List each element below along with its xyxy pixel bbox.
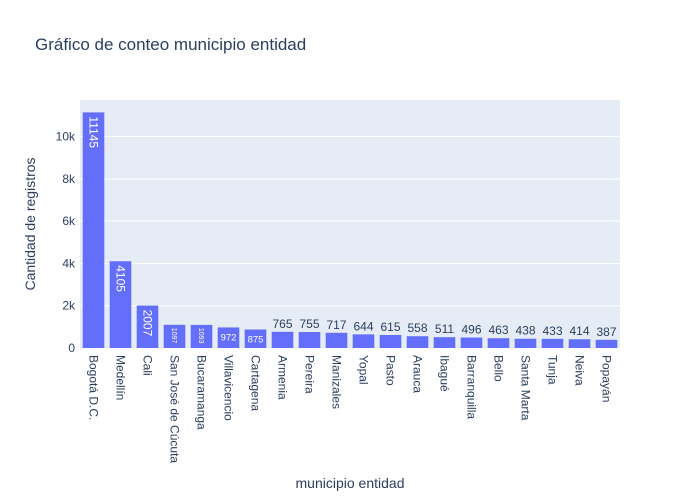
bar [406, 336, 429, 348]
bar-data-label: 511 [435, 322, 454, 336]
x-tick-label: Bogotá D.C. [87, 355, 101, 420]
bar [136, 305, 159, 348]
y-tick-label: 2k [62, 299, 76, 313]
x-tick-label: Medellín [114, 355, 128, 400]
bar [298, 332, 321, 348]
x-tick-label: Armenia [276, 355, 290, 400]
y-tick-label: 4k [62, 256, 76, 270]
bar-data-label: 1093 [197, 328, 204, 344]
x-tick-label: Pasto [384, 355, 398, 386]
bar-data-label: 496 [461, 323, 481, 337]
bar [82, 112, 105, 348]
bar-data-label: 615 [380, 320, 400, 334]
bar [352, 334, 375, 348]
bar-data-label: 755 [299, 317, 319, 331]
bar [514, 338, 537, 348]
bar-data-label: 1097 [170, 328, 177, 344]
bar-data-label: 11145 [87, 116, 101, 148]
bar-data-label: 2007 [141, 310, 155, 337]
x-tick-label: Pereira [303, 355, 317, 394]
x-tick-label: San José de Cúcuta [168, 355, 182, 463]
bar [487, 338, 510, 348]
x-tick-labels: Bogotá D.C. Medellín Cali San José de Cúcut… [87, 355, 614, 463]
y-tick-label: 10k [56, 130, 76, 144]
x-tick-label: Bucaramanga [195, 355, 209, 430]
bar-data-label: 438 [515, 324, 535, 338]
x-tick-label: Tunja [546, 355, 560, 385]
bar [271, 331, 294, 348]
bar [541, 338, 564, 348]
bar-data-label: 717 [326, 318, 346, 332]
bar [595, 339, 618, 348]
bar-data-label: 972 [221, 332, 237, 343]
bar-data-label: 765 [272, 317, 292, 331]
bar [433, 337, 456, 348]
x-tick-label: Villavicencio [222, 355, 236, 421]
x-tick-label: Manizales [330, 355, 344, 409]
x-tick-label: Neiva [573, 355, 587, 386]
x-tick-label: Ibagué [438, 355, 452, 392]
bar [460, 337, 483, 348]
x-tick-label: Barranquilla [465, 355, 479, 419]
bar-data-label: 463 [488, 323, 508, 337]
y-tick-label: 6k [62, 214, 76, 228]
bar-data-label: 875 [248, 335, 264, 346]
bar-labels: 11145 4105 2007 1097 1093 972 875 765 755 717 644 6… [87, 116, 617, 345]
bar-data-label: 414 [569, 324, 589, 338]
bar-data-label: 387 [596, 325, 616, 339]
x-tick-label: Popayán [600, 355, 614, 402]
y-tick-labels: 0 2k 4k 6k 8k 10k [56, 130, 76, 355]
y-axis-title: Cantidad de registros [22, 157, 38, 290]
bars [82, 112, 618, 348]
bar [325, 332, 348, 348]
x-tick-label: Arauca [411, 355, 425, 393]
plot-area [80, 100, 620, 348]
bar-data-label: 4105 [114, 265, 128, 292]
bar [568, 339, 591, 348]
x-tick-label: Cali [141, 355, 155, 376]
bar [163, 324, 186, 348]
gridlines [80, 136, 620, 307]
bar [379, 334, 402, 348]
bar [217, 327, 240, 348]
x-tick-label: Bello [492, 355, 506, 382]
bar [190, 324, 213, 348]
x-axis-title: municipio entidad [296, 475, 405, 491]
bar [244, 329, 267, 348]
bar-data-label: 558 [407, 321, 427, 335]
x-tick-label: Santa Marta [519, 355, 533, 421]
x-tick-label: Cartagena [249, 355, 263, 411]
bar-data-label: 433 [542, 324, 562, 338]
x-tick-label: Yopal [357, 355, 371, 385]
bar-data-label: 644 [353, 319, 373, 333]
y-tick-label: 8k [62, 172, 76, 186]
bar [109, 261, 132, 348]
chart-title: Gráfico de conteo municipio entidad [35, 35, 306, 54]
y-tick-label: 0 [68, 341, 75, 355]
